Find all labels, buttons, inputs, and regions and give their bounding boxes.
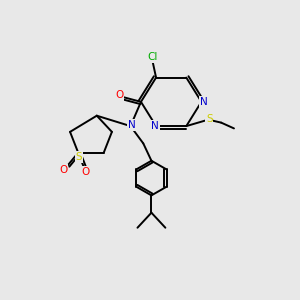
Text: N: N xyxy=(200,97,208,107)
Text: N: N xyxy=(128,120,136,130)
Text: O: O xyxy=(81,167,89,177)
Text: N: N xyxy=(151,121,159,131)
Text: S: S xyxy=(206,114,213,124)
Text: Cl: Cl xyxy=(148,52,158,62)
Text: O: O xyxy=(59,164,68,175)
Text: O: O xyxy=(115,90,124,100)
Text: S: S xyxy=(75,152,82,162)
